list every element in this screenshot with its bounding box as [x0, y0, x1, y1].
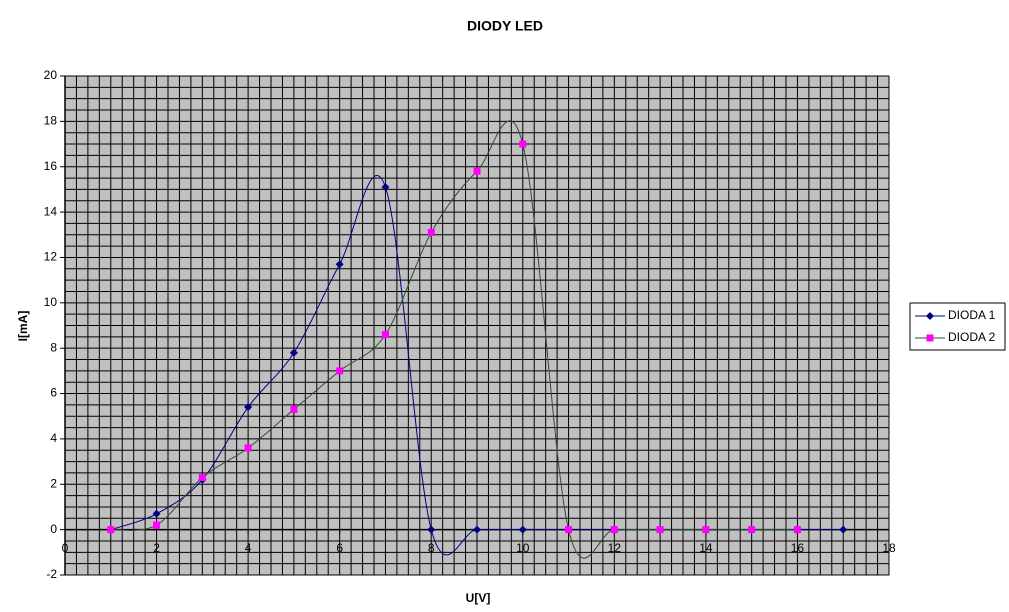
data-point — [336, 367, 344, 375]
data-point — [152, 509, 161, 518]
data-point — [748, 526, 756, 534]
y-tick-label: 4 — [50, 431, 57, 445]
x-tick-label: 16 — [791, 541, 805, 555]
y-tick-label: 14 — [44, 204, 58, 218]
legend-box — [909, 302, 1006, 351]
y-tick-label: 6 — [50, 386, 57, 400]
x-tick-label: 6 — [336, 541, 343, 555]
data-point — [839, 525, 848, 534]
data-point — [702, 526, 710, 534]
data-point — [565, 526, 573, 534]
data-point — [610, 526, 618, 534]
y-tick-label: 20 — [44, 68, 58, 82]
data-point — [289, 348, 298, 357]
y-tick-label: 10 — [44, 295, 58, 309]
x-tick-label: 18 — [882, 541, 896, 555]
data-point — [656, 526, 664, 534]
data-point — [107, 526, 115, 534]
data-point — [473, 167, 481, 175]
x-tick-label: 10 — [516, 541, 530, 555]
data-point — [473, 525, 481, 534]
y-axis-title: I[mA] — [16, 311, 30, 342]
data-point — [381, 331, 389, 339]
legend-marker — [926, 312, 934, 320]
data-point — [381, 183, 390, 192]
data-point — [244, 403, 253, 412]
data-point — [244, 444, 252, 452]
y-tick-label: 8 — [50, 340, 57, 354]
data-point — [335, 260, 344, 269]
data-point — [427, 525, 436, 534]
y-tick-label: 18 — [44, 114, 58, 128]
x-tick-label: 8 — [428, 541, 435, 555]
data-point — [519, 140, 527, 148]
data-point — [793, 526, 801, 534]
data-point — [153, 521, 161, 529]
data-point — [518, 525, 527, 534]
x-tick-label: 14 — [699, 541, 713, 555]
legend-label: DIODA 2 — [948, 330, 996, 344]
chart-title: DIODY LED — [467, 18, 543, 34]
x-tick-label: 4 — [245, 541, 252, 555]
x-tick-label: 2 — [153, 541, 160, 555]
y-tick-label: 0 — [50, 522, 57, 536]
data-point — [427, 229, 435, 237]
x-tick-label: 12 — [608, 541, 622, 555]
data-point — [198, 473, 206, 481]
data-point — [290, 405, 298, 413]
y-tick-label: 16 — [44, 159, 58, 173]
y-tick-label: -2 — [46, 567, 57, 581]
y-tick-label: 12 — [44, 250, 58, 264]
y-tick-label: 2 — [50, 476, 57, 490]
x-axis-title: U[V] — [466, 591, 491, 605]
legend-marker — [926, 334, 934, 342]
legend-label: DIODA 1 — [948, 308, 996, 322]
